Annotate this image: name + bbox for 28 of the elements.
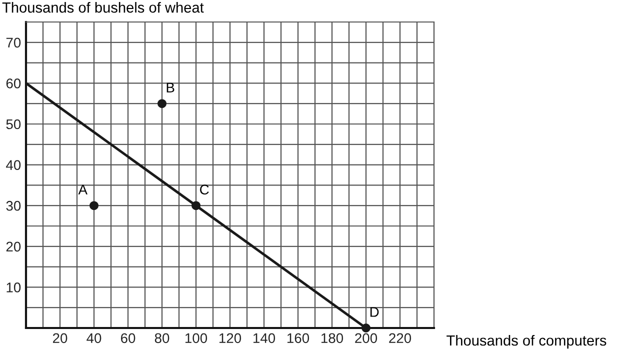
- x-tick-label: 200: [355, 333, 378, 344]
- x-tick-label: 160: [287, 333, 310, 344]
- x-tick-label: 80: [154, 333, 170, 344]
- x-tick-label: 140: [253, 333, 276, 344]
- y-tick-label: 40: [6, 160, 21, 170]
- annotation: B: [166, 82, 174, 92]
- annotation: C: [200, 184, 209, 195]
- annotation: A: [78, 184, 88, 194]
- y-tick-label: 60: [6, 78, 21, 88]
- point: [90, 201, 98, 210]
- x-tick-label: 20: [52, 333, 68, 344]
- y-tick-label: 30: [6, 200, 21, 211]
- x-axis-title: Thousands of computers: [446, 334, 606, 349]
- annotation: D: [370, 307, 379, 317]
- y-tick-label: 50: [6, 119, 21, 130]
- x-tick-label: 60: [120, 333, 136, 344]
- x-tick-label: 40: [86, 333, 102, 344]
- point: [158, 99, 166, 108]
- y-tick-label: 20: [6, 242, 21, 252]
- x-tick-label: 180: [321, 333, 344, 344]
- point: [192, 201, 200, 210]
- point: [362, 324, 370, 332]
- y-axis-title: Thousands of bushels of wheat: [2, 2, 204, 13]
- y-tick-label: 10: [6, 282, 21, 292]
- x-tick-label: 220: [389, 333, 412, 344]
- x-tick-label: 120: [219, 333, 242, 344]
- x-tick-label: 100: [185, 333, 208, 344]
- y-tick-label: 70: [6, 38, 21, 48]
